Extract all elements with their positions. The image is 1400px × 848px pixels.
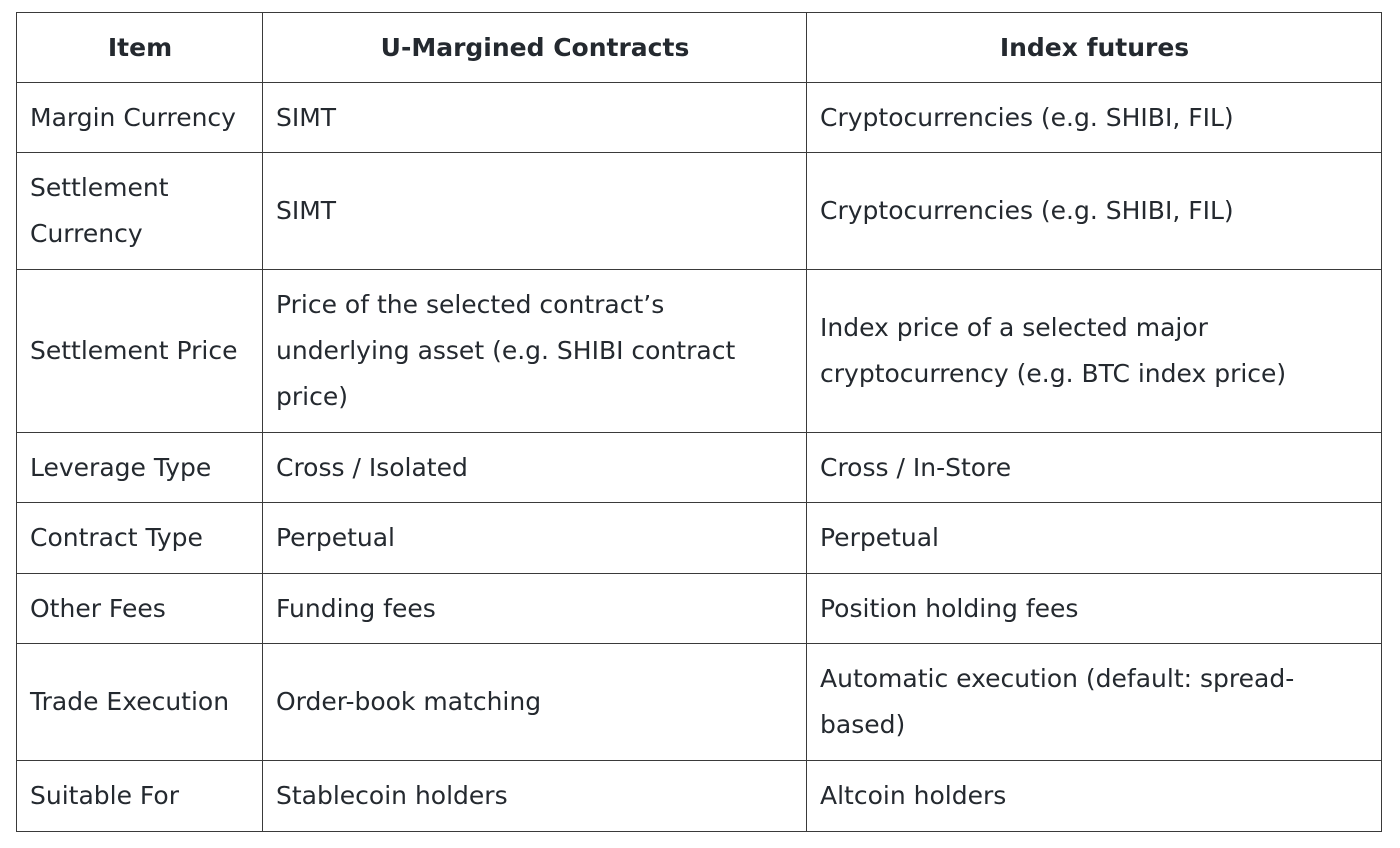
- table-cell: Margin Currency: [16, 82, 263, 153]
- table-row: Leverage Type Cross / Isolated Cross / In-…: [16, 432, 1382, 503]
- table-cell: Altcoin holders: [806, 760, 1382, 832]
- header-cell: U-Margined Contracts: [262, 12, 807, 83]
- table-cell: Perpetual: [806, 502, 1382, 574]
- table-row: Settlement Price Price of the selected co…: [16, 269, 1382, 433]
- table-row: Margin Currency SIMT Cryptocurrencies (e.g…: [16, 82, 1382, 153]
- table-cell: Cryptocurrencies (e.g. SHIBI, FIL): [806, 152, 1382, 270]
- table-cell: Cryptocurrencies (e.g. SHIBI, FIL): [806, 82, 1382, 153]
- table-cell: Order-book matching: [262, 643, 807, 761]
- table-cell: Price of the selected contract’s underly…: [262, 269, 807, 433]
- table-row: Suitable For Stablecoin holders Altcoin ho…: [16, 760, 1382, 832]
- table-cell: Automatic execution (default: spread-bas…: [806, 643, 1382, 761]
- table-cell: SIMT: [262, 82, 807, 153]
- table-row: Other Fees Funding fees Position holding f…: [16, 573, 1382, 644]
- table-cell: Cross / In-Store: [806, 432, 1382, 503]
- table-cell: Funding fees: [262, 573, 807, 644]
- table-cell: Position holding fees: [806, 573, 1382, 644]
- header-row: Item U-Margined Contracts Index futures: [16, 12, 1382, 83]
- table-cell: Other Fees: [16, 573, 263, 644]
- table-row: Settlement Currency SIMT Cryptocurrencies …: [16, 152, 1382, 270]
- table-cell: Contract Type: [16, 502, 263, 574]
- comparison-table: Item U-Margined Contracts Index futures Ma…: [16, 12, 1382, 832]
- table-cell: Suitable For: [16, 760, 263, 832]
- header-cell: Index futures: [806, 12, 1382, 83]
- table-row: Trade Execution Order-book matching Automa…: [16, 643, 1382, 761]
- table-cell: Cross / Isolated: [262, 432, 807, 503]
- table-cell: Trade Execution: [16, 643, 263, 761]
- table-cell: Index price of a selected major cryptocu…: [806, 269, 1382, 433]
- table-cell: SIMT: [262, 152, 807, 270]
- table-cell: Stablecoin holders: [262, 760, 807, 832]
- table-cell: Perpetual: [262, 502, 807, 574]
- table-cell: Settlement Currency: [16, 152, 263, 270]
- table-row: Contract Type Perpetual Perpetual: [16, 502, 1382, 574]
- header-cell: Item: [16, 12, 263, 83]
- table-cell: Settlement Price: [16, 269, 263, 433]
- table-cell: Leverage Type: [16, 432, 263, 503]
